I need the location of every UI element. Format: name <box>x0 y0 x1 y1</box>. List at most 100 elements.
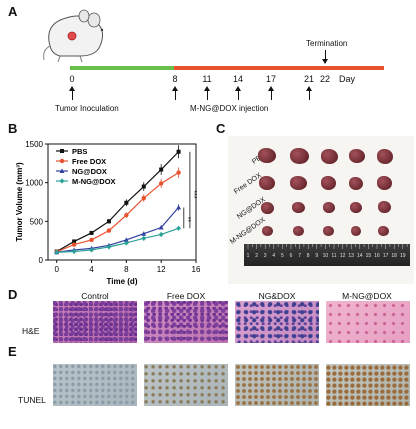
ruler-number: 14 <box>357 253 363 259</box>
ruler-number: 19 <box>400 253 406 259</box>
data-point <box>176 225 181 231</box>
ruler-number: 12 <box>339 253 346 259</box>
tumor-growth-chart: 0 4 8 12 16 0 500 1000 1500 Time (d) Tumor Volume … <box>15 140 201 286</box>
mouse-illustration <box>43 9 104 63</box>
column-title: Free DOX <box>166 291 206 301</box>
data-point <box>141 231 147 236</box>
column-title: Control <box>81 291 109 301</box>
series-line <box>56 172 179 253</box>
ruler-number: 5 <box>281 253 284 259</box>
injection-arrow <box>204 86 210 100</box>
day-label: 22 <box>319 74 331 84</box>
data-point <box>176 204 181 210</box>
y-tick-label: 500 <box>30 217 44 226</box>
injection-arrow <box>268 86 274 100</box>
row-title-tunel: TUNEL <box>18 395 46 405</box>
ruler-number: 10 <box>322 253 329 259</box>
tumor-sample <box>377 176 392 190</box>
data-point <box>106 244 112 250</box>
ruler-number: 18 <box>391 253 397 259</box>
tumor-sample <box>259 176 275 190</box>
tumor-sample <box>323 226 334 236</box>
data-point <box>158 181 164 186</box>
y-tick-label: 1500 <box>25 140 43 149</box>
data-point <box>54 249 60 255</box>
he-image-ng-dox <box>235 301 319 343</box>
y-axis-label: Tumor Volume (mm³) <box>15 162 24 242</box>
x-tick-label: 16 <box>192 265 201 274</box>
injection-arrow <box>235 86 241 100</box>
data-point <box>71 248 77 255</box>
legend-label: NG@DOX <box>72 167 107 176</box>
tumor-sample <box>321 149 338 164</box>
panel-label-c: C <box>216 121 226 136</box>
day-label: 8 <box>172 74 178 84</box>
tunel-image-control <box>53 364 137 406</box>
inoculation-label: Tumor Inoculation <box>55 104 119 113</box>
ruler-number: 1 <box>246 253 250 259</box>
significance-label: ** <box>184 217 191 223</box>
tumor-photo: PBS Free DOX NG@DOX M-NG@DOX <box>228 136 414 284</box>
ruler-ticks <box>247 244 408 249</box>
ruler-number: 6 <box>289 253 293 259</box>
tumor-sample <box>351 226 361 236</box>
series-line <box>56 151 180 253</box>
injection-arrow <box>172 86 178 100</box>
column-title: M-NG@DOX <box>342 291 392 301</box>
ruler-number: 16 <box>374 253 380 259</box>
day-label: 21 <box>303 74 315 84</box>
tumor-sample <box>349 149 365 163</box>
data-point <box>123 237 129 242</box>
day-label: 14 <box>232 74 244 84</box>
legend-marker <box>59 168 65 173</box>
ruler-number: 17 <box>382 253 389 259</box>
he-image-control <box>53 301 137 343</box>
tunel-image-m-ng-dox <box>326 364 410 406</box>
data-point <box>124 212 129 218</box>
termination-arrow <box>322 50 328 64</box>
tunel-image-ng-dox <box>235 364 319 406</box>
data-point <box>158 231 164 238</box>
tumor-sample <box>321 176 336 190</box>
injection-label: M-NG@DOX injection <box>190 104 269 113</box>
data-point <box>71 242 77 247</box>
plot-frame <box>47 143 197 261</box>
tumor-sample <box>349 177 363 190</box>
x-tick-label: 4 <box>89 265 94 274</box>
x-tick-label: 0 <box>54 265 59 274</box>
tumor-sample <box>290 176 307 190</box>
legend-marker <box>60 149 64 153</box>
termination-label: Termination <box>306 39 348 48</box>
ruler-number: 3 <box>263 253 267 259</box>
tumor-sample <box>323 202 335 213</box>
timeline-pre-bar <box>70 66 174 70</box>
legend-label: M-NG@DOX <box>72 177 116 186</box>
data-point <box>106 219 111 224</box>
tumor-sample <box>350 202 362 213</box>
ruler-number: 9 <box>315 253 319 259</box>
tumor-sample <box>378 226 389 236</box>
data-point <box>141 235 147 241</box>
panel-label-b: B <box>8 121 18 136</box>
x-axis-label: Time (d) <box>107 277 138 286</box>
x-tick-label: 8 <box>124 265 129 274</box>
tumor-row-label: M-NG@DOX <box>229 216 267 246</box>
series-line <box>56 207 180 253</box>
data-point <box>141 184 146 189</box>
tumor-sample <box>290 148 309 164</box>
y-tick-label: 0 <box>39 256 44 265</box>
data-point <box>89 247 94 253</box>
data-point <box>158 224 164 230</box>
ruler-numbers: 1 2 3 4 5 6 7 8 9 10 11 12 13 14 15 16 17 18 19 <box>244 253 410 263</box>
inoculation-arrow <box>69 86 75 100</box>
day-label: 11 <box>202 74 212 84</box>
panel-label-d: D <box>8 287 18 302</box>
he-image-m-ng-dox <box>326 301 410 343</box>
timeline-post-bar <box>174 66 384 70</box>
legend-marker <box>59 178 65 184</box>
tumor-sample <box>378 201 391 213</box>
ruler-number: 13 <box>348 253 354 259</box>
ruler-number: 2 <box>255 253 258 259</box>
series-line <box>56 227 179 253</box>
tumor-sample <box>293 226 304 236</box>
